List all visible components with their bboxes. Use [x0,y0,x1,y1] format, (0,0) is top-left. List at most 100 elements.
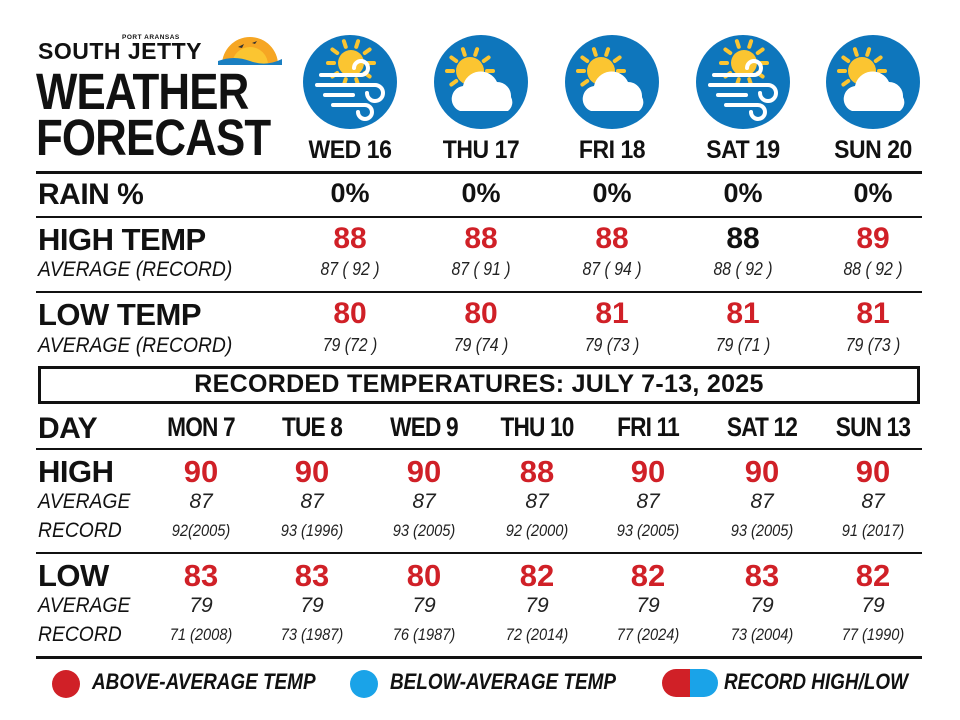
record-high-low-swatch [662,669,718,697]
past-high-record-label: RECORD [38,519,122,542]
low-avg-record: 79 (71 ) [715,335,771,355]
past-low-average: 79 [189,594,213,617]
forecast-day-label: THU 17 [442,136,520,164]
high-avg-record: 87 ( 91 ) [451,259,511,279]
past-high-average: 87 [636,490,660,513]
low-temp-value: 81 [726,297,760,330]
past-low-label: LOW [38,558,109,593]
past-high-value: 90 [406,454,442,489]
past-high-average: 87 [300,490,324,513]
past-high-average-label: AVERAGE [38,490,131,513]
south-jetty-logo: PORT ARANSAS SOUTH JETTY [38,34,282,65]
past-high-record: 92(2005) [171,521,231,540]
divider [36,552,922,554]
past-low-value: 82 [519,558,555,593]
title-forecast: FORECAST [36,109,271,166]
rain-value: 0% [330,178,370,208]
below-average-dot [350,670,378,698]
high-temp-value: 88 [464,222,498,255]
logo-sunset-icon [218,37,282,65]
low-avg-record: 79 (74 ) [453,335,509,355]
past-high-value: 90 [294,454,330,489]
high-avg-record: 87 ( 94 ) [582,259,642,279]
sun-wind-icon [696,35,790,129]
partly-cloudy-icon [565,35,659,129]
low-temp-value: 81 [595,297,629,330]
past-high-value: 90 [855,454,891,489]
high-avg-record: 87 ( 92 ) [320,259,380,279]
high-avg-record: 88 ( 92 ) [843,259,903,279]
rain-value: 0% [723,178,763,208]
past-low-record: 73 (2004) [730,625,794,644]
high-temp-value: 88 [333,222,367,255]
past-low-average: 79 [525,594,549,617]
rain-value: 0% [461,178,501,208]
past-high-average: 87 [189,490,213,513]
forecast-day-label: WED 16 [308,136,392,164]
past-high-value: 90 [183,454,219,489]
low-temp-value: 80 [333,297,367,330]
past-high-record: 93 (2005) [730,521,794,540]
partly-cloudy-icon [434,35,528,129]
past-low-record: 72 (2014) [505,625,569,644]
legend-below-average: BELOW-AVERAGE TEMP [390,669,616,694]
past-high-label: HIGH [38,454,114,489]
low-temp-value: 81 [856,297,890,330]
past-high-record: 91 (2017) [841,521,905,540]
recorded-title: RECORDED TEMPERATURES: JULY 7-13, 2025 [194,370,764,398]
past-low-record: 77 (2024) [616,625,680,644]
past-low-average: 79 [861,594,885,617]
past-low-value: 83 [183,558,219,593]
past-low-record-label: RECORD [38,623,122,646]
past-low-record: 77 (1990) [841,625,905,644]
logo-brand: SOUTH JETTY [38,38,202,64]
divider [36,656,922,659]
past-high-value: 90 [744,454,780,489]
forecast-day-label: SAT 19 [706,136,780,164]
high-temp-value: 88 [726,222,760,255]
past-low-average: 79 [636,594,660,617]
past-high-average: 87 [750,490,774,513]
high-temp-label: HIGH TEMP [38,222,206,257]
high-avg-record-label: AVERAGE (RECORD) [38,258,233,281]
legend-above-average: ABOVE-AVERAGE TEMP [92,669,316,694]
past-low-record: 71 (2008) [169,625,233,644]
recorded-day-label: SUN 13 [835,412,911,442]
low-avg-record-label: AVERAGE (RECORD) [38,334,233,357]
past-low-value: 82 [855,558,891,593]
past-low-average-label: AVERAGE [38,594,131,617]
divider [36,216,922,218]
recorded-day-label: WED 9 [390,412,458,442]
logo-kicker: PORT ARANSAS [122,34,180,41]
past-low-average: 79 [300,594,324,617]
past-high-record: 92 (2000) [505,521,569,540]
low-avg-record: 79 (73 ) [584,335,640,355]
rain-value: 0% [592,178,632,208]
past-high-value: 90 [630,454,666,489]
past-high-record: 93 (1996) [280,521,344,540]
divider [36,291,922,293]
recorded-day-label: SAT 12 [726,412,798,442]
past-low-value: 82 [630,558,666,593]
high-temp-value: 88 [595,222,629,255]
recorded-day-label: THU 10 [500,412,574,442]
past-high-average: 87 [412,490,436,513]
recorded-day-label: TUE 8 [281,412,343,442]
partly-cloudy-icon [826,35,920,129]
low-temp-value: 80 [464,297,498,330]
low-temp-label: LOW TEMP [38,297,202,332]
day-label: DAY [38,412,98,445]
legend-record-high-low: RECORD HIGH/LOW [724,669,908,694]
past-high-average: 87 [525,490,549,513]
title-weather: WEATHER [36,63,249,120]
divider [36,448,922,450]
sun-wind-icon [303,35,397,129]
divider [36,171,922,174]
past-high-record: 93 (2005) [616,521,680,540]
past-low-value: 83 [294,558,330,593]
forecast-day-label: SUN 20 [834,136,912,164]
recorded-day-label: FRI 11 [617,412,680,442]
rain-value: 0% [853,178,893,208]
high-temp-value: 89 [856,222,890,255]
past-low-record: 73 (1987) [280,625,344,644]
